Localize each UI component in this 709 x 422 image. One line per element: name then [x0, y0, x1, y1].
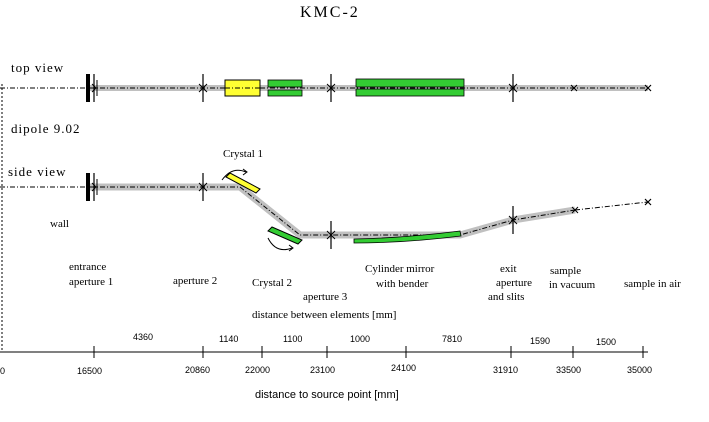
tick-label-0: 0 [0, 366, 5, 376]
label-sample-vacuum-1: sample [550, 265, 581, 277]
tick-label-23100: 23100 [310, 365, 335, 375]
segment-7810: 7810 [442, 334, 462, 344]
tick-label-33500: 33500 [556, 365, 581, 375]
label-cylinder-mirror-2: with bender [376, 278, 429, 290]
top-crystal-2-lower [267, 89, 303, 97]
side-cylinder-mirror [353, 230, 462, 244]
side-sample-vacuum-marker [571, 206, 579, 214]
label-crystal-1: Crystal 1 [223, 148, 263, 160]
crystal-1-rotation-arrow [221, 169, 247, 181]
element-labels: Crystal 1 wall entrance aperture 1 apert… [50, 148, 681, 321]
side-wall-block [86, 173, 90, 201]
segment-1140: 1140 [219, 334, 238, 344]
distance-scale: 4360 1140 1100 1000 7810 1590 1500 0 165… [0, 332, 652, 401]
segment-4360: 4360 [133, 332, 153, 342]
label-crystal-2: Crystal 2 [252, 277, 292, 289]
label-sample-vacuum-2: in vacuum [549, 279, 596, 291]
top-sample-vacuum-marker [570, 84, 578, 92]
label-entrance-1: entrance [69, 261, 106, 273]
tick-label-24100: 24100 [391, 363, 416, 373]
diagram-title: KMC-2 [300, 4, 360, 21]
label-exit-2: aperture [496, 277, 532, 289]
label-entrance-2: aperture 1 [69, 276, 113, 288]
top-view-label: top view [11, 60, 64, 75]
label-sample-air: sample in air [624, 278, 681, 290]
label-aperture-3: aperture 3 [303, 291, 348, 303]
tick-label-20860: 20860 [185, 365, 210, 375]
label-wall: wall [50, 218, 69, 230]
crystal-2-rotation-arrow [267, 237, 293, 251]
segment-1000: 1000 [350, 334, 370, 344]
top-cylinder-mirror-upper [355, 78, 465, 88]
label-exit-1: exit [500, 263, 517, 275]
top-crystal-2-upper [267, 79, 303, 88]
tick-label-22000: 22000 [245, 365, 270, 375]
segment-1590: 1590 [530, 336, 550, 346]
tick-label-16500: 16500 [77, 366, 102, 376]
side-view: side view [0, 164, 652, 252]
label-exit-3: and slits [488, 291, 524, 303]
segment-1100: 1100 [283, 334, 302, 344]
side-view-beam-to-sample [574, 201, 649, 211]
label-cylinder-mirror-1: Cylinder mirror [365, 263, 435, 275]
tick-label-31910: 31910 [493, 365, 518, 375]
top-cylinder-mirror-lower [355, 88, 465, 97]
side-crystal-2 [267, 226, 303, 245]
top-wall-block [86, 74, 90, 102]
side-crystal-1 [225, 172, 261, 194]
top-sample-air-marker [644, 84, 652, 92]
segment-1500: 1500 [596, 337, 616, 347]
dipole-label: dipole 9.02 [11, 121, 81, 136]
label-aperture-2: aperture 2 [173, 275, 217, 287]
tick-label-35000: 35000 [627, 365, 652, 375]
label-distance-source: distance to source point [mm] [255, 389, 399, 401]
side-view-beam [90, 183, 576, 239]
side-sample-air-marker [644, 198, 652, 206]
top-view: top view [0, 60, 652, 102]
label-distance-between: distance between elements [mm] [252, 309, 396, 321]
side-view-label: side view [8, 164, 66, 179]
